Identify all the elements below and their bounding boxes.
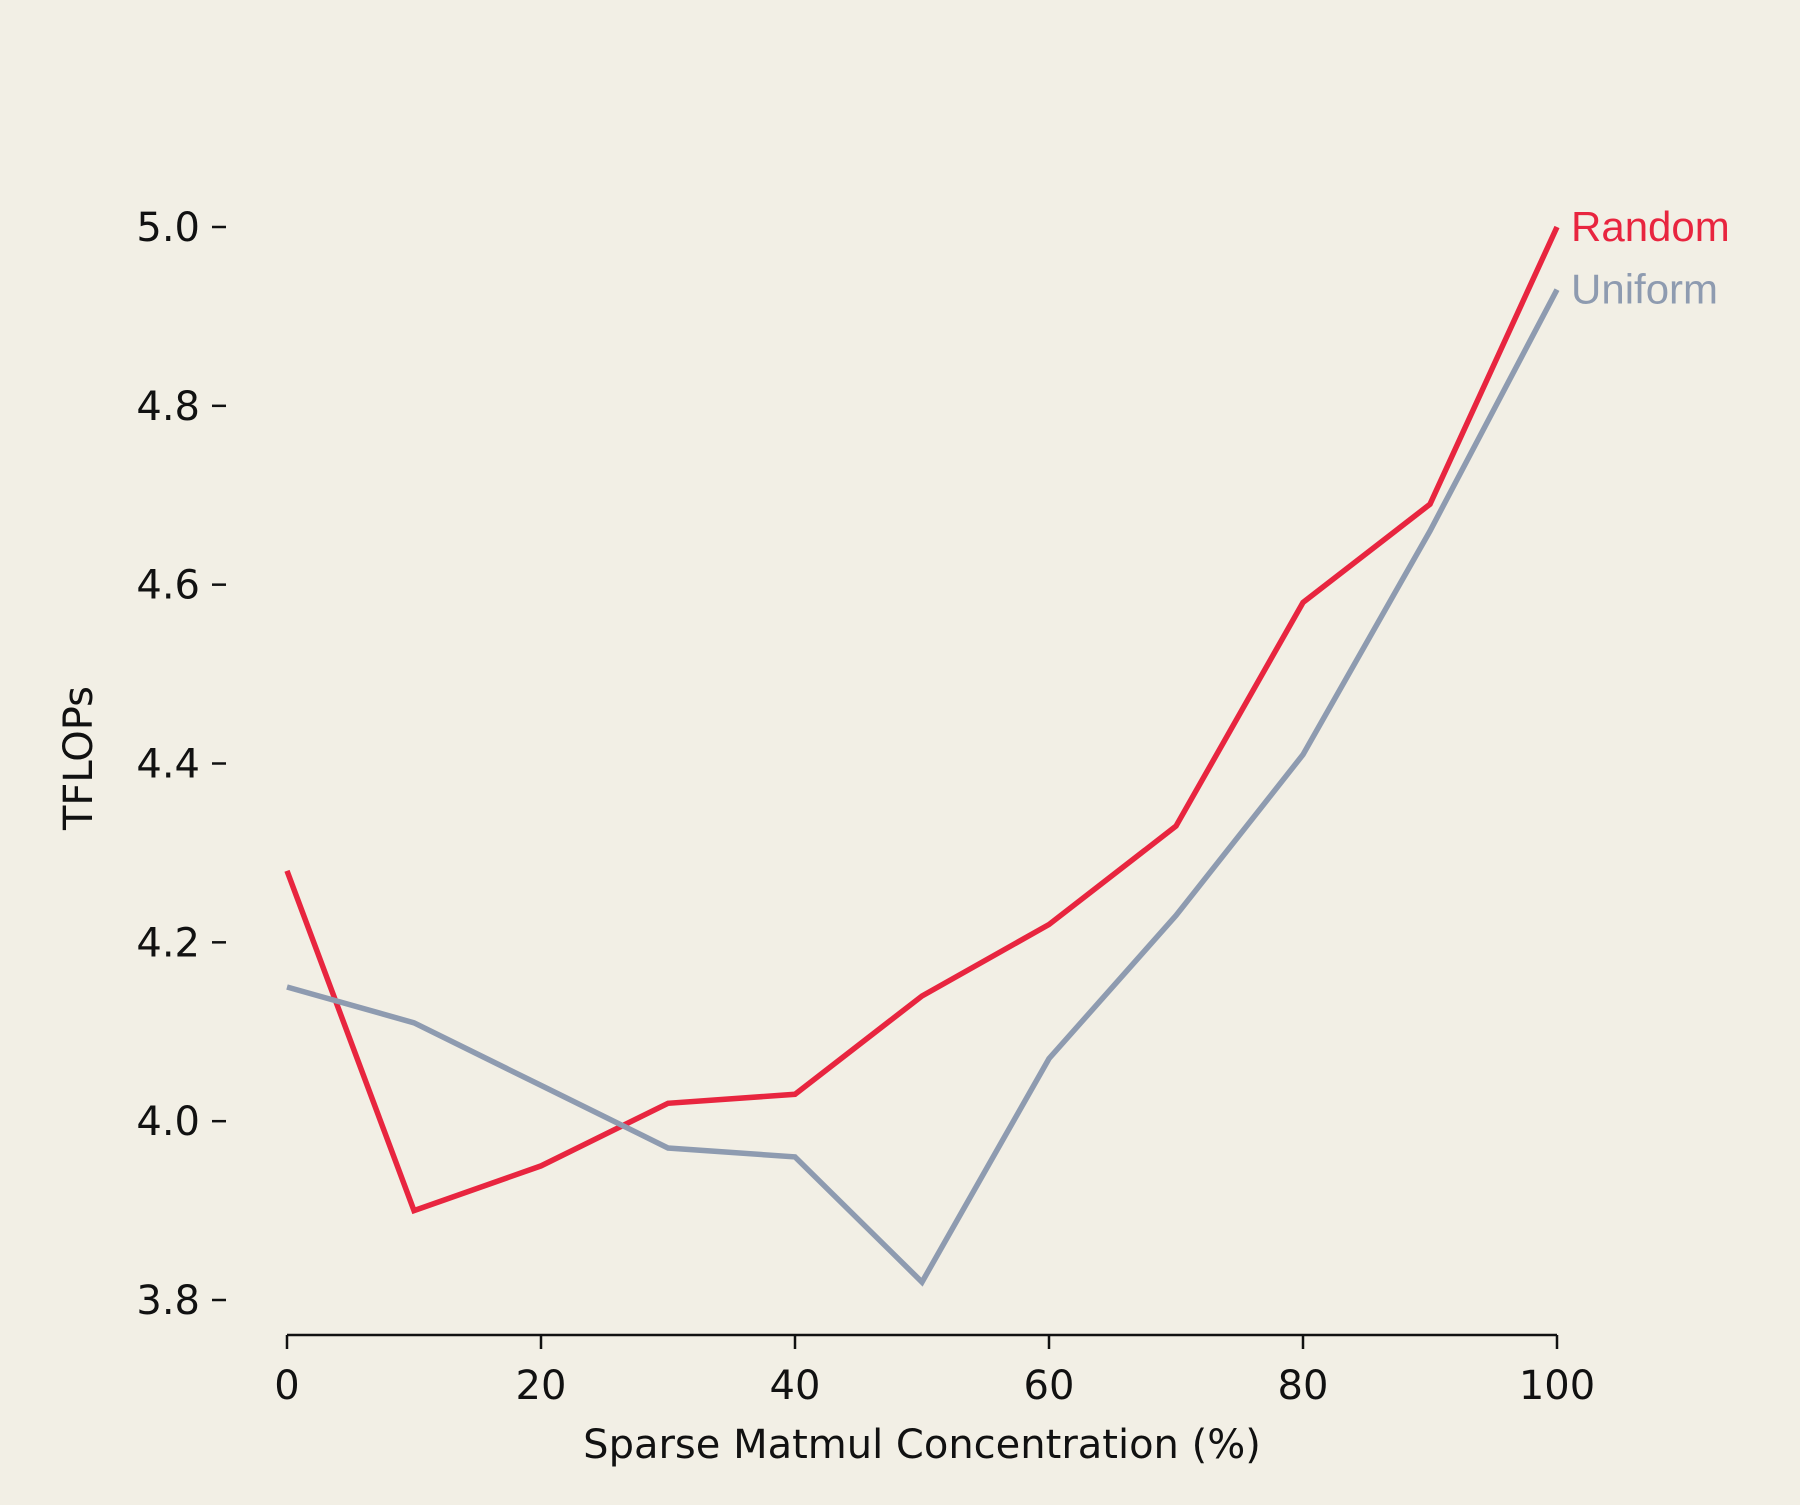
x-axis-title: Sparse Matmul Concentration (%): [583, 1422, 1261, 1468]
y-tick-label: 5.0: [136, 205, 200, 251]
y-tick-label: 4.2: [136, 920, 200, 966]
y-tick-label: 4.6: [136, 563, 200, 609]
legend: Random Uniform: [1571, 203, 1730, 313]
series-line-random: [284, 225, 1560, 1215]
x-tick-label: 20: [516, 1363, 567, 1409]
y-axis-title: TFLOPs: [56, 686, 102, 831]
y-axis: 3.8 4.0 4.2 4.4 4.6 4.8 5.0: [136, 205, 226, 1324]
legend-label-random: Random: [1571, 203, 1730, 250]
x-tick-label: 100: [1519, 1363, 1595, 1409]
x-tick-label: 80: [1278, 1363, 1329, 1409]
y-tick-label: 4.8: [136, 384, 200, 430]
series-layer: [284, 225, 1560, 1287]
x-tick-label: 60: [1024, 1363, 1075, 1409]
x-tick-label: 40: [770, 1363, 821, 1409]
series-line-uniform: [286, 288, 1560, 1287]
legend-label-uniform: Uniform: [1571, 266, 1718, 313]
y-tick-label: 4.4: [136, 742, 200, 788]
y-tick-label: 4.0: [136, 1099, 200, 1145]
x-tick-label: 0: [274, 1363, 299, 1409]
x-axis: 0 20 40 60 80 100: [274, 1333, 1595, 1409]
y-tick-label: 3.8: [136, 1278, 200, 1324]
